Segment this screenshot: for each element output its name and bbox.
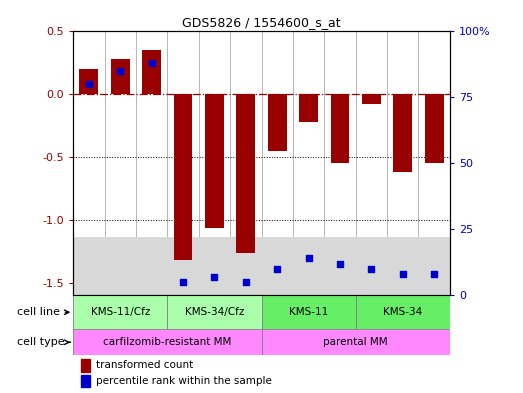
Bar — [142, 50, 161, 94]
Text: cell type: cell type — [17, 337, 70, 347]
Text: cell line: cell line — [17, 307, 69, 317]
Title: GDS5826 / 1554600_s_at: GDS5826 / 1554600_s_at — [182, 16, 341, 29]
Point — [430, 271, 438, 277]
Bar — [356, 296, 450, 329]
Point — [85, 81, 93, 87]
Point — [179, 279, 187, 285]
Bar — [174, 94, 192, 260]
Point — [147, 60, 156, 66]
Bar — [393, 94, 412, 172]
Point — [273, 266, 281, 272]
Bar — [331, 94, 349, 163]
Text: carfilzomib-resistant MM: carfilzomib-resistant MM — [103, 337, 232, 347]
Bar — [205, 94, 224, 228]
Bar — [111, 59, 130, 94]
Text: parental MM: parental MM — [323, 337, 388, 347]
Bar — [262, 329, 450, 355]
Bar — [73, 296, 167, 329]
Text: KMS-34: KMS-34 — [383, 307, 423, 317]
Text: transformed count: transformed count — [96, 360, 193, 370]
Bar — [362, 94, 381, 105]
Text: KMS-34/Cfz: KMS-34/Cfz — [185, 307, 244, 317]
Bar — [79, 69, 98, 94]
Bar — [268, 94, 287, 151]
Bar — [425, 94, 444, 163]
Point — [210, 274, 219, 280]
Bar — [262, 296, 356, 329]
Bar — [81, 359, 90, 372]
Bar — [299, 94, 318, 122]
Bar — [81, 375, 90, 387]
Point — [242, 279, 250, 285]
Bar — [73, 237, 450, 296]
Text: KMS-11/Cfz: KMS-11/Cfz — [90, 307, 150, 317]
Point — [399, 271, 407, 277]
Point — [367, 266, 376, 272]
Point — [336, 261, 344, 267]
Text: percentile rank within the sample: percentile rank within the sample — [96, 376, 271, 386]
Bar — [236, 94, 255, 253]
Bar — [167, 296, 262, 329]
Bar — [73, 329, 262, 355]
Point — [116, 68, 124, 74]
Text: KMS-11: KMS-11 — [289, 307, 328, 317]
Point — [304, 255, 313, 262]
